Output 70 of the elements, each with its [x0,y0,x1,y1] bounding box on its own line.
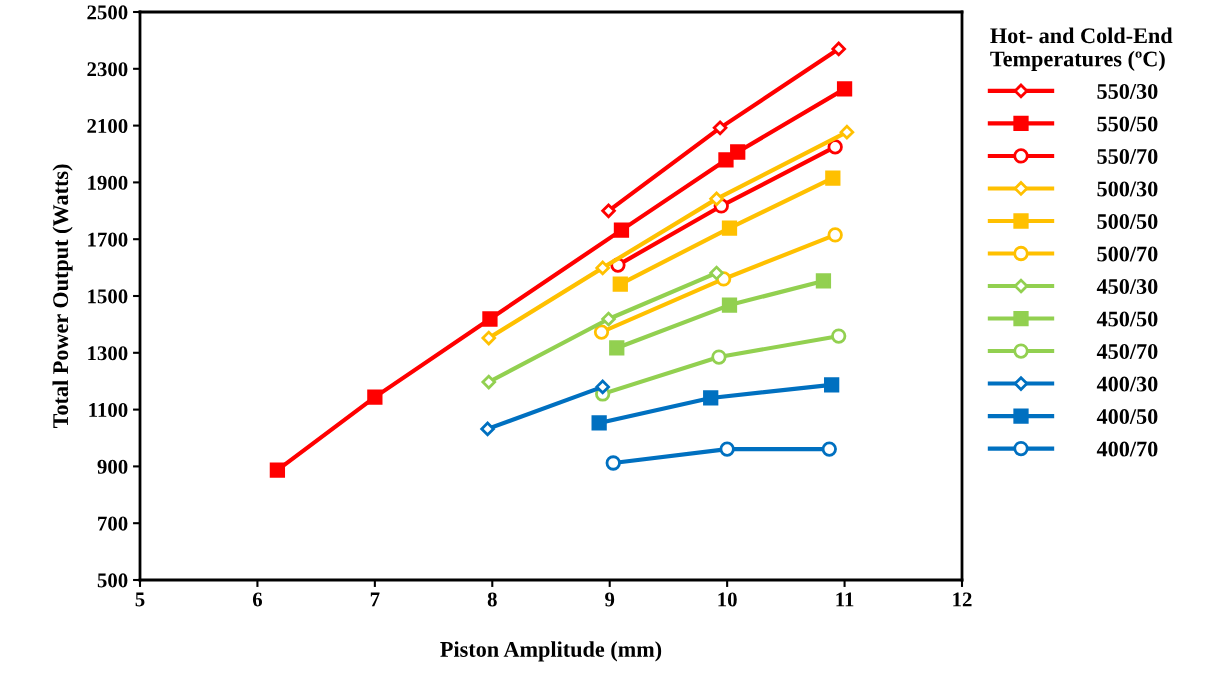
y-tick-label: 700 [98,516,128,531]
point [827,227,843,243]
point [269,462,286,478]
point [712,120,728,136]
point [730,144,746,160]
y-tick-label: 1300 [88,346,128,361]
y-tick-label: 500 [97,573,128,588]
point [593,324,610,340]
point [605,455,621,471]
legend-label: 400/50 [1096,409,1158,425]
point [824,377,840,393]
legend-label: 550/30 [1097,83,1158,99]
legend-label: 450/50 [1096,311,1158,327]
point [718,152,734,168]
y-tick-label: 900 [97,459,128,474]
point [709,191,724,207]
point [591,415,607,431]
y-tick-label: 2300 [87,62,128,77]
y-axis-title: Total Power Output (Watts) [52,164,73,429]
legend-label: 500/30 [1097,181,1158,197]
point [839,124,855,140]
point [612,276,628,292]
y-tick-label: 1100 [89,402,128,418]
point [595,379,610,395]
y-tick-label: 1700 [88,232,128,247]
point [595,260,610,276]
point [367,389,383,405]
point [613,222,630,238]
point [480,421,495,437]
point [481,330,497,346]
y-tick-label: 1500 [88,289,128,304]
legend-label: 450/70 [1096,344,1158,360]
legend-title: Hot- and Cold-End Temperatures (ºC) [990,27,1173,71]
point [709,265,724,281]
point [711,349,727,365]
y-tick-label: 2500 [87,5,128,20]
x-tick-label: 12 [953,592,972,607]
point [721,297,738,313]
point [719,441,735,457]
x-tick-label: 11 [836,592,854,607]
x-axis-title: Piston Amplitude (mm) [440,641,662,662]
x-tick-label: 9 [605,592,615,607]
point [821,441,837,457]
point [601,311,616,327]
point [482,311,498,327]
point [815,273,832,289]
point [481,374,497,390]
legend-label: 500/70 [1097,246,1158,262]
point [831,41,846,57]
legend-label: 500/50 [1097,213,1158,229]
point [703,390,719,406]
point [836,81,853,97]
x-tick-label: 6 [252,592,263,607]
legend-label: 400/70 [1096,441,1158,457]
legend-label: 400/30 [1096,376,1158,392]
point [721,220,738,236]
point [825,170,841,186]
point [827,139,843,155]
legend-label: 550/50 [1097,116,1158,132]
point [831,328,847,344]
x-tick-label: 5 [135,592,145,607]
point [601,203,616,219]
x-tick-label: 10 [718,592,737,607]
y-tick-label: 2100 [87,118,128,134]
x-tick-label: 8 [487,592,497,607]
point [609,340,625,356]
y-tick-label: 1900 [88,175,128,190]
legend-label: 450/30 [1096,279,1158,294]
legend-label: 550/70 [1097,148,1158,164]
x-tick-label: 7 [370,592,380,607]
